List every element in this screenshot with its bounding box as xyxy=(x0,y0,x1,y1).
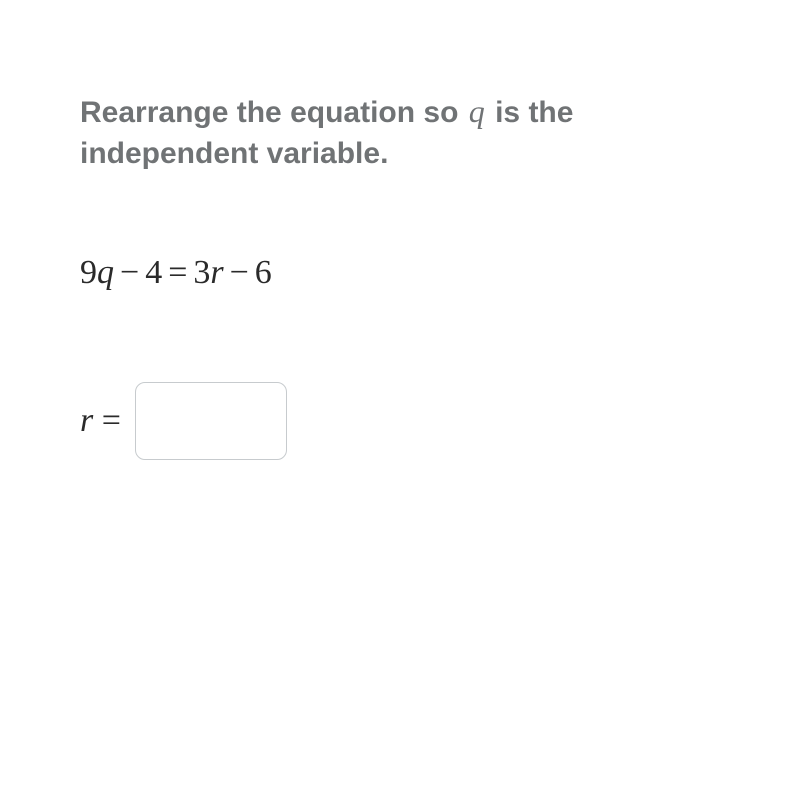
answer-row: r = xyxy=(80,382,720,460)
equals-sign: = xyxy=(162,254,193,291)
exercise-container: Rearrange the equation so q is the indep… xyxy=(0,0,800,460)
rhs-var: r xyxy=(210,254,223,291)
rhs-const: 6 xyxy=(255,254,272,291)
lhs-op: − xyxy=(114,254,145,291)
answer-var: r xyxy=(80,402,93,439)
lhs-coef: 9 xyxy=(80,254,97,291)
rhs-op: − xyxy=(224,254,255,291)
rhs-coef: 3 xyxy=(193,254,210,291)
answer-label: r = xyxy=(80,402,121,440)
answer-input[interactable] xyxy=(135,382,287,460)
prompt-variable: q xyxy=(467,93,487,129)
prompt-text: Rearrange the equation so q is the indep… xyxy=(80,90,720,174)
given-equation: 9q−4=3r−6 xyxy=(80,254,720,292)
lhs-const: 4 xyxy=(145,254,162,291)
prompt-part1: Rearrange the equation so xyxy=(80,96,467,129)
answer-equals: = xyxy=(102,402,121,439)
lhs-var: q xyxy=(97,254,114,291)
